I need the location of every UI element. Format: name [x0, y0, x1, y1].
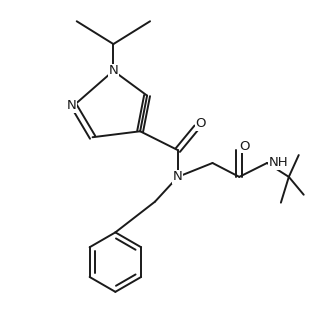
Text: N: N — [109, 64, 118, 77]
Text: N: N — [173, 170, 183, 183]
Text: NH: NH — [269, 157, 289, 170]
Text: N: N — [67, 99, 77, 112]
Text: O: O — [239, 140, 249, 153]
Text: O: O — [195, 117, 206, 130]
